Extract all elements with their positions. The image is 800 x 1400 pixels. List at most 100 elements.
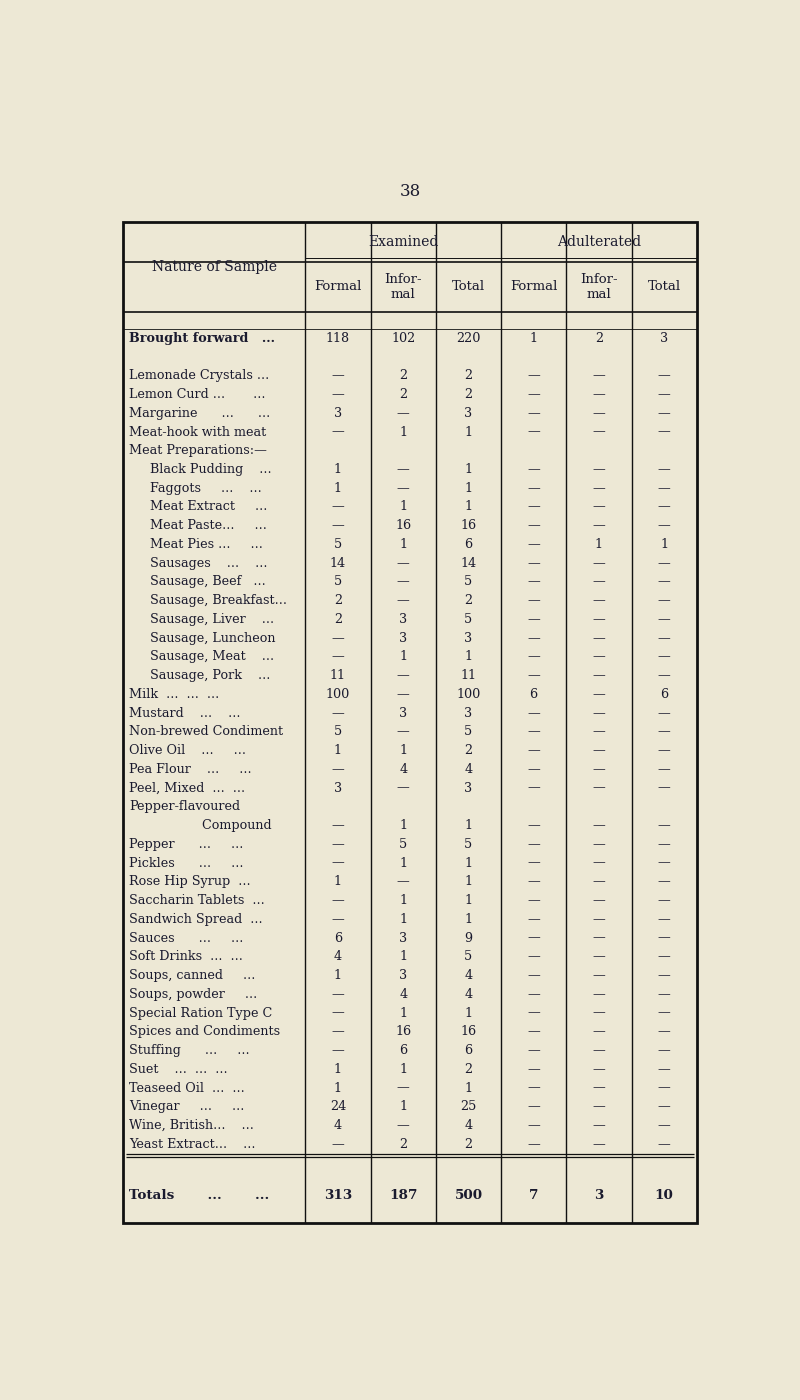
Text: 5: 5 bbox=[334, 575, 342, 588]
Text: 3: 3 bbox=[399, 969, 407, 981]
Text: —: — bbox=[527, 725, 540, 738]
Text: 2: 2 bbox=[399, 388, 407, 400]
Text: 4: 4 bbox=[464, 988, 473, 1001]
Text: 1: 1 bbox=[399, 1100, 407, 1113]
Text: —: — bbox=[527, 1025, 540, 1039]
Text: 2: 2 bbox=[334, 594, 342, 608]
Text: —: — bbox=[658, 388, 670, 400]
Text: —: — bbox=[593, 1025, 606, 1039]
Text: 4: 4 bbox=[334, 951, 342, 963]
Text: —: — bbox=[332, 519, 344, 532]
Text: —: — bbox=[658, 875, 670, 889]
Text: 1: 1 bbox=[465, 895, 473, 907]
Text: —: — bbox=[397, 575, 410, 588]
Text: 1: 1 bbox=[465, 482, 473, 494]
Text: 500: 500 bbox=[454, 1190, 482, 1203]
Text: 16: 16 bbox=[460, 1025, 477, 1039]
Text: —: — bbox=[332, 857, 344, 869]
Text: —: — bbox=[397, 1082, 410, 1095]
Text: 6: 6 bbox=[660, 687, 668, 701]
Text: —: — bbox=[397, 407, 410, 420]
Text: 11: 11 bbox=[330, 669, 346, 682]
Text: —: — bbox=[658, 857, 670, 869]
Text: 1: 1 bbox=[465, 819, 473, 832]
Text: 3: 3 bbox=[334, 407, 342, 420]
Text: 5: 5 bbox=[464, 951, 473, 963]
Text: 5: 5 bbox=[399, 837, 407, 851]
Text: 1: 1 bbox=[399, 1063, 407, 1075]
Text: —: — bbox=[658, 1007, 670, 1019]
Text: 1: 1 bbox=[530, 332, 538, 344]
Text: —: — bbox=[332, 631, 344, 644]
Text: —: — bbox=[593, 837, 606, 851]
Text: —: — bbox=[658, 651, 670, 664]
Text: 3: 3 bbox=[399, 613, 407, 626]
Text: 1: 1 bbox=[399, 745, 407, 757]
Text: 5: 5 bbox=[464, 613, 473, 626]
Text: 100: 100 bbox=[326, 687, 350, 701]
Text: —: — bbox=[658, 725, 670, 738]
Text: —: — bbox=[332, 913, 344, 925]
Text: —: — bbox=[593, 895, 606, 907]
Text: —: — bbox=[332, 426, 344, 438]
Text: 313: 313 bbox=[324, 1190, 352, 1203]
Text: —: — bbox=[397, 725, 410, 738]
Text: —: — bbox=[593, 1082, 606, 1095]
Text: —: — bbox=[397, 781, 410, 795]
Text: —: — bbox=[527, 1063, 540, 1075]
Text: —: — bbox=[527, 763, 540, 776]
Text: Pea Flour    ...     ...: Pea Flour ... ... bbox=[130, 763, 252, 776]
Text: —: — bbox=[527, 1100, 540, 1113]
Text: —: — bbox=[527, 931, 540, 945]
Text: —: — bbox=[658, 1119, 670, 1133]
Text: —: — bbox=[658, 557, 670, 570]
Text: —: — bbox=[593, 631, 606, 644]
Text: —: — bbox=[593, 969, 606, 981]
Text: 1: 1 bbox=[465, 1007, 473, 1019]
Text: 102: 102 bbox=[391, 332, 415, 344]
Text: —: — bbox=[593, 931, 606, 945]
Text: Pepper      ...     ...: Pepper ... ... bbox=[130, 837, 244, 851]
Text: 3: 3 bbox=[660, 332, 668, 344]
Text: 1: 1 bbox=[334, 482, 342, 494]
Text: 16: 16 bbox=[460, 519, 477, 532]
Text: —: — bbox=[593, 857, 606, 869]
Text: —: — bbox=[658, 1100, 670, 1113]
Text: Soups, powder     ...: Soups, powder ... bbox=[130, 988, 258, 1001]
Text: —: — bbox=[527, 463, 540, 476]
Text: —: — bbox=[658, 707, 670, 720]
Text: —: — bbox=[658, 931, 670, 945]
Text: —: — bbox=[332, 500, 344, 514]
Text: —: — bbox=[658, 426, 670, 438]
Text: 100: 100 bbox=[456, 687, 481, 701]
Text: Formal: Formal bbox=[314, 280, 362, 294]
Text: —: — bbox=[397, 557, 410, 570]
Text: 38: 38 bbox=[399, 182, 421, 200]
Text: —: — bbox=[593, 988, 606, 1001]
Text: 187: 187 bbox=[389, 1190, 418, 1203]
Text: 5: 5 bbox=[464, 837, 473, 851]
Text: —: — bbox=[593, 875, 606, 889]
Text: Sausage, Luncheon: Sausage, Luncheon bbox=[142, 631, 275, 644]
Text: —: — bbox=[593, 500, 606, 514]
Text: Vinegar     ...     ...: Vinegar ... ... bbox=[130, 1100, 245, 1113]
Text: —: — bbox=[527, 575, 540, 588]
Text: 1: 1 bbox=[465, 500, 473, 514]
Text: —: — bbox=[658, 407, 670, 420]
Text: Examined: Examined bbox=[368, 235, 438, 249]
Text: —: — bbox=[658, 463, 670, 476]
Text: —: — bbox=[658, 837, 670, 851]
Text: —: — bbox=[593, 407, 606, 420]
Text: —: — bbox=[593, 426, 606, 438]
Text: Sausages    ...    ...: Sausages ... ... bbox=[142, 557, 267, 570]
Text: —: — bbox=[593, 725, 606, 738]
Text: —: — bbox=[593, 370, 606, 382]
Text: —: — bbox=[527, 538, 540, 552]
Text: —: — bbox=[593, 1119, 606, 1133]
Text: —: — bbox=[527, 613, 540, 626]
Text: —: — bbox=[527, 895, 540, 907]
Text: 1: 1 bbox=[334, 1082, 342, 1095]
Text: 3: 3 bbox=[399, 631, 407, 644]
Text: 1: 1 bbox=[334, 875, 342, 889]
Text: 25: 25 bbox=[460, 1100, 477, 1113]
